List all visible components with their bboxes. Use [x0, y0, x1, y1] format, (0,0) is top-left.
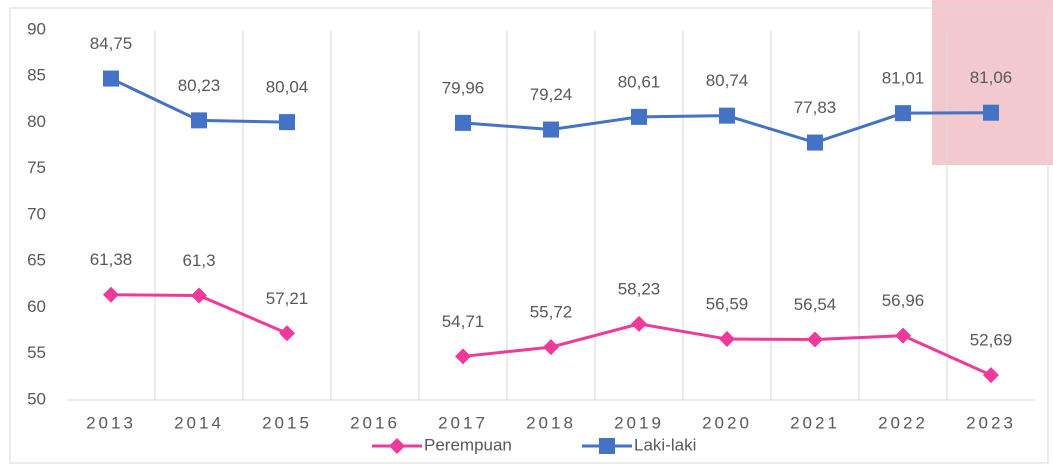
y-tick-label: 70	[27, 204, 46, 223]
data-label: 54,71	[442, 312, 485, 331]
data-label: 80,23	[178, 76, 221, 95]
data-label: 55,72	[530, 303, 573, 322]
x-tick-label: 2019	[614, 413, 664, 432]
data-label: 58,23	[618, 279, 661, 298]
y-tick-label: 75	[27, 158, 46, 177]
point-marker	[455, 115, 471, 131]
data-label: 57,21	[266, 289, 309, 308]
point-marker	[807, 332, 823, 348]
y-tick-label: 50	[27, 389, 46, 408]
data-label: 56,54	[794, 295, 837, 314]
point-marker	[983, 367, 999, 383]
data-label: 79,24	[530, 85, 573, 104]
data-label: 56,96	[882, 291, 925, 310]
y-tick-label: 55	[27, 343, 46, 362]
x-tick-label: 2022	[878, 413, 928, 432]
point-marker	[103, 71, 119, 87]
legend-marker	[599, 438, 615, 454]
point-marker	[279, 325, 295, 341]
x-tick-label: 2016	[350, 413, 400, 432]
data-label: 81,01	[882, 69, 925, 88]
data-label: 84,75	[90, 34, 133, 53]
point-marker	[103, 287, 119, 303]
data-label: 80,04	[266, 78, 309, 97]
point-marker	[895, 328, 911, 344]
x-tick-label: 2013	[86, 413, 136, 432]
x-tick-label: 2021	[790, 413, 840, 432]
legend-label: Laki-laki	[634, 435, 696, 454]
data-label: 80,61	[618, 72, 661, 91]
legend-label: Perempuan	[424, 435, 512, 454]
data-label: 56,59	[706, 295, 749, 314]
x-tick-label: 2023	[966, 413, 1016, 432]
y-tick-label: 85	[27, 66, 46, 85]
x-tick-label: 2015	[262, 413, 312, 432]
y-tick-label: 80	[27, 112, 46, 131]
x-tick-label: 2020	[702, 413, 752, 432]
point-marker	[191, 112, 207, 128]
x-tick-label: 2017	[438, 413, 488, 432]
point-marker	[895, 105, 911, 121]
data-label: 61,38	[90, 250, 133, 269]
point-marker	[191, 287, 207, 303]
x-tick-label: 2014	[174, 413, 224, 432]
x-tick-label: 2018	[526, 413, 576, 432]
data-label: 79,96	[442, 78, 485, 97]
point-marker	[719, 331, 735, 347]
y-tick-label: 90	[27, 19, 46, 38]
data-label: 52,69	[970, 331, 1013, 350]
point-marker	[543, 122, 559, 138]
point-marker	[455, 348, 471, 364]
data-label: 77,83	[794, 98, 837, 117]
data-label: 81,06	[970, 68, 1013, 87]
point-marker	[983, 105, 999, 121]
point-marker	[543, 339, 559, 355]
y-tick-label: 65	[27, 251, 46, 270]
point-marker	[631, 109, 647, 125]
point-marker	[807, 135, 823, 151]
point-marker	[279, 114, 295, 130]
y-tick-label: 60	[27, 297, 46, 316]
legend-marker	[389, 438, 405, 454]
data-label: 61,3	[182, 251, 215, 270]
data-label: 80,74	[706, 71, 749, 90]
point-marker	[631, 316, 647, 332]
chart: 50 55 60 65 70 75 80 85 90 2013 2014 2015 2016 2017 20…	[0, 0, 1053, 468]
point-marker	[719, 108, 735, 124]
